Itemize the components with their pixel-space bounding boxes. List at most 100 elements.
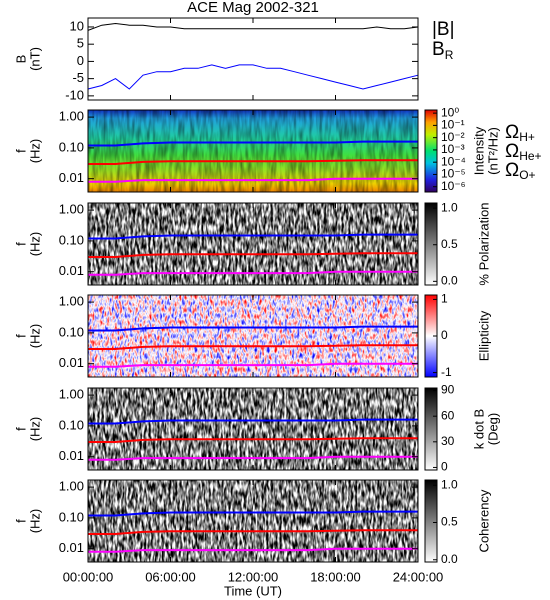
legend-name: Ω <box>505 141 519 162</box>
axis-label: % Polarization <box>476 202 491 285</box>
cyclotron-line <box>88 547 418 553</box>
y-tick-label: 0.10 <box>59 509 84 524</box>
colorbar-tick-label: 10⁻² <box>441 130 465 144</box>
colorbar-tick-label: 0.5 <box>441 237 458 251</box>
legend-entry: ΩHe+ <box>505 141 542 163</box>
colorbar-tick-label: 10⁻¹ <box>441 118 465 132</box>
axis-label: (nT²/Hz) <box>485 127 500 175</box>
axis-label: Intensity <box>471 126 486 175</box>
axis-label: B <box>13 55 28 64</box>
colorbar-tick-label: 10⁻⁵ <box>441 167 466 181</box>
data-line <box>87 22 419 31</box>
colorbar-tick-label: 0.0 <box>441 552 458 566</box>
colorbar-tick-label: 10⁻³ <box>441 142 465 156</box>
y-tick-label: 1.00 <box>59 109 84 124</box>
x-tick-label: 06:00:00 <box>145 569 196 584</box>
y-tick-label: 1.00 <box>59 294 84 309</box>
colorbar <box>424 202 438 286</box>
axis-label: (Hz) <box>27 417 42 442</box>
axis-label: (Deg) <box>485 413 500 446</box>
cyclotron-line <box>88 270 418 276</box>
legend-entry: ΩO+ <box>505 160 536 182</box>
colorbar-tick-label: 90 <box>441 383 455 397</box>
colorbar <box>424 387 438 471</box>
axis-label: f <box>13 427 28 431</box>
colorbar-tick-label: 1.0 <box>441 200 458 214</box>
y-tick-label: 1.00 <box>59 202 84 217</box>
cyclotron-line <box>88 529 418 535</box>
x-tick-label: 18:00:00 <box>310 569 361 584</box>
cyclotron-line <box>88 233 418 240</box>
x-tick-label: 12:00:00 <box>228 569 279 584</box>
colorbar-tick-label: 10⁻⁶ <box>441 179 466 193</box>
y-tick-label: 0.10 <box>59 139 84 154</box>
legend-name: B <box>432 39 445 60</box>
colorbar-tick-label: -1 <box>441 365 452 379</box>
legend-entry: |B| <box>432 19 455 40</box>
axis-label: Coherency <box>476 489 491 552</box>
cyclotron-line <box>88 325 418 332</box>
legend-entry: BR <box>432 39 454 62</box>
y-tick-label: 0.01 <box>59 448 84 463</box>
colorbar-tick-label: 1.0 <box>441 477 458 491</box>
legend-subscript: R <box>445 48 454 62</box>
axis-label: k dot B <box>471 409 486 449</box>
cyclotron-line <box>88 252 418 258</box>
axis-label: f <box>13 519 28 523</box>
colorbar-tick-label: 0 <box>441 460 448 474</box>
colorbar-tick-label: 0.5 <box>441 515 458 529</box>
cyclotron-line <box>88 159 418 165</box>
chart-title: ACE Mag 2002-321 <box>187 0 319 16</box>
y-tick-label: 0.10 <box>59 324 84 339</box>
axis-label: (Hz) <box>27 232 42 257</box>
axis-label: (nT) <box>27 47 42 71</box>
legend-entry: ΩH+ <box>505 122 535 144</box>
colorbar-tick-label: 10⁰ <box>441 105 459 119</box>
cyclotron-line <box>88 418 418 425</box>
axis-label: (Hz) <box>27 324 42 349</box>
colorbar-tick-label: 30 <box>441 434 455 448</box>
legend-name: |B| <box>432 19 455 40</box>
y-tick-label: 0.10 <box>59 232 84 247</box>
y-tick-label: 0.01 <box>59 263 84 278</box>
legend-subscript: O+ <box>519 168 535 182</box>
data-line <box>87 64 419 90</box>
y-tick-label: 1.00 <box>59 387 84 402</box>
cyclotron-line <box>88 177 418 183</box>
colorbar-tick-label: 0 <box>441 328 448 342</box>
axis-label: f <box>13 242 28 246</box>
axis-label: (Hz) <box>27 139 42 164</box>
y-tick-label: 0.01 <box>59 170 84 185</box>
y-tick-label: 1.00 <box>59 479 84 494</box>
legend-name: Ω <box>505 122 519 143</box>
y-tick-label: -10 <box>65 87 84 102</box>
x-tick-label: 24:00:00 <box>393 569 444 584</box>
cyclotron-line <box>88 362 418 368</box>
colorbar <box>424 479 438 563</box>
legend-subscript: He+ <box>519 149 541 163</box>
colorbar-tick-label: 1 <box>441 292 448 306</box>
legend-name: Ω <box>505 160 519 181</box>
y-tick-label: 5 <box>77 36 84 51</box>
cyclotron-line <box>88 455 418 461</box>
x-tick-label: 00:00:00 <box>63 569 114 584</box>
y-tick-label: 0.10 <box>59 417 84 432</box>
cyclotron-line <box>88 344 418 350</box>
legend-subscript: H+ <box>519 130 535 144</box>
axis-label: (Hz) <box>27 509 42 534</box>
y-tick-label: 0 <box>77 53 84 68</box>
colorbar-tick-label: 10⁻⁴ <box>441 154 466 168</box>
colorbar-tick-label: 60 <box>441 408 455 422</box>
y-tick-label: 0.01 <box>59 355 84 370</box>
colorbar <box>424 109 438 193</box>
axis-label: f <box>13 149 28 153</box>
x-axis-label: Time (UT) <box>224 583 282 598</box>
cyclotron-line <box>88 140 418 147</box>
cyclotron-line <box>88 510 418 517</box>
y-tick-label: 0.01 <box>59 540 84 555</box>
colorbar-tick-label: 0.0 <box>441 274 458 288</box>
y-tick-label: -5 <box>72 70 84 85</box>
